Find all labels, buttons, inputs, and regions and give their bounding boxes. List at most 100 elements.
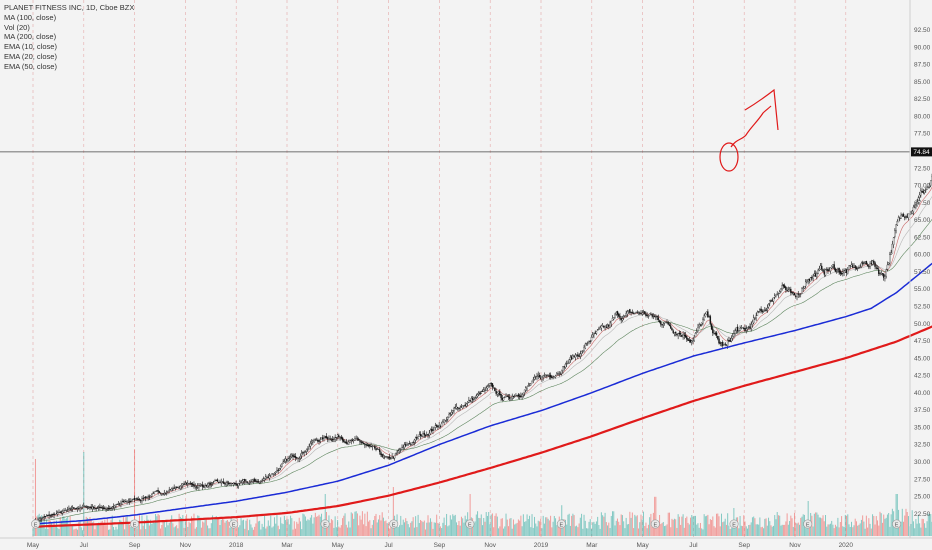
candle-body bbox=[533, 377, 536, 380]
volume-bar bbox=[189, 523, 191, 536]
earnings-marker[interactable]: E bbox=[729, 519, 739, 529]
earnings-marker[interactable]: E bbox=[229, 519, 239, 529]
candle-body bbox=[204, 485, 206, 489]
candle-body bbox=[724, 343, 726, 345]
indicator-ema20[interactable]: EMA (20, close) bbox=[4, 51, 57, 61]
indicator-volume[interactable]: Vol (20) bbox=[4, 22, 30, 32]
candle-body bbox=[386, 456, 388, 458]
volume-bar bbox=[370, 528, 372, 536]
indicator-ema10[interactable]: EMA (10, close) bbox=[4, 42, 57, 52]
candle-body bbox=[693, 337, 695, 341]
volume-bar bbox=[105, 525, 107, 536]
candle-body bbox=[708, 316, 710, 318]
volume-bar bbox=[751, 517, 753, 536]
volume-bar bbox=[739, 515, 741, 536]
earnings-marker[interactable]: E bbox=[31, 519, 41, 529]
volume-bar bbox=[907, 516, 909, 536]
earnings-marker[interactable]: E bbox=[650, 519, 660, 529]
candle-body bbox=[920, 190, 922, 196]
volume-bar bbox=[599, 528, 601, 536]
candle-body bbox=[912, 206, 915, 212]
candle-body bbox=[175, 486, 178, 488]
indicator-ma200[interactable]: MA (200, close) bbox=[4, 32, 57, 42]
candle-body bbox=[183, 483, 185, 485]
candle-body bbox=[123, 501, 126, 503]
volume-bar bbox=[401, 524, 403, 536]
candle-body bbox=[112, 506, 115, 508]
candle-body bbox=[646, 315, 648, 316]
candle-body bbox=[408, 443, 411, 445]
candle-body bbox=[650, 313, 652, 315]
candle-body bbox=[873, 260, 875, 263]
candle-body bbox=[476, 394, 479, 397]
candle-body bbox=[252, 480, 255, 481]
candle-body bbox=[43, 516, 45, 518]
volume-bar bbox=[142, 525, 144, 536]
candle-body bbox=[749, 326, 751, 329]
candle-body bbox=[282, 461, 284, 464]
hand-drawn-annotation bbox=[719, 88, 779, 172]
candle-body bbox=[195, 486, 198, 488]
earnings-marker[interactable]: E bbox=[892, 519, 902, 529]
candle-body bbox=[276, 470, 278, 472]
volume-bar bbox=[921, 518, 923, 536]
volume-bar bbox=[131, 519, 133, 536]
volume-bar bbox=[262, 526, 264, 536]
candle-body bbox=[751, 321, 754, 325]
volume-bar bbox=[74, 528, 76, 536]
price-tick-label: 40.00 bbox=[914, 390, 931, 397]
candle-body bbox=[435, 424, 438, 427]
volume-bar bbox=[503, 528, 505, 536]
earnings-marker[interactable]: E bbox=[130, 519, 140, 529]
candle-body bbox=[666, 322, 668, 324]
volume-bar bbox=[397, 527, 399, 536]
candle-body bbox=[835, 270, 838, 272]
candle-body bbox=[639, 312, 641, 314]
earnings-marker[interactable]: E bbox=[320, 519, 330, 529]
volume-bar bbox=[223, 519, 225, 536]
candle-body bbox=[578, 355, 580, 357]
volume-bar bbox=[765, 518, 767, 536]
earnings-marker[interactable]: E bbox=[556, 519, 566, 529]
volume-bar bbox=[848, 524, 850, 536]
price-axis[interactable]: 22.5025.0027.5030.0032.5035.0037.5040.00… bbox=[914, 27, 931, 518]
candle-body bbox=[376, 448, 378, 450]
candle-body bbox=[460, 406, 463, 408]
price-tick-label: 87.50 bbox=[914, 62, 931, 69]
candle-body bbox=[242, 479, 245, 482]
volume-bar bbox=[885, 517, 887, 536]
candle-body bbox=[624, 315, 626, 317]
volume-bar bbox=[244, 528, 246, 536]
volume-bar bbox=[89, 516, 91, 536]
volume-bar bbox=[84, 520, 86, 536]
candle-body bbox=[544, 375, 547, 377]
candle-body bbox=[317, 440, 319, 442]
candle-body bbox=[592, 334, 594, 338]
earnings-marker[interactable]: E bbox=[465, 519, 475, 529]
earnings-marker-label: E bbox=[732, 522, 736, 528]
candle-body bbox=[730, 338, 733, 342]
time-axis[interactable]: May Jul Sep Nov 2018 Mar May Jul Sep Nov 2019 Mar Ma… bbox=[27, 542, 854, 549]
candle-body bbox=[83, 505, 85, 507]
volume-bar bbox=[209, 528, 211, 536]
earnings-marker[interactable]: E bbox=[803, 519, 813, 529]
candle-body bbox=[481, 390, 484, 392]
volume-bar bbox=[318, 514, 320, 536]
volume-bar bbox=[413, 527, 415, 536]
candle-body bbox=[255, 480, 257, 482]
indicator-ema50[interactable]: EMA (50, close) bbox=[4, 61, 57, 71]
earnings-marker-circle bbox=[320, 519, 330, 529]
candle-body bbox=[515, 394, 517, 397]
volume-bar bbox=[794, 512, 796, 536]
candle-body bbox=[845, 269, 848, 273]
volume-bar bbox=[563, 519, 565, 536]
candle-body bbox=[97, 506, 100, 508]
candle-body bbox=[658, 320, 661, 323]
candle-body bbox=[866, 264, 869, 266]
earnings-marker[interactable]: E bbox=[389, 519, 399, 529]
candle-body bbox=[265, 476, 267, 479]
indicator-ma100[interactable]: MA (100, close) bbox=[4, 12, 57, 22]
candle-body bbox=[479, 392, 481, 395]
candle-body bbox=[253, 479, 256, 482]
